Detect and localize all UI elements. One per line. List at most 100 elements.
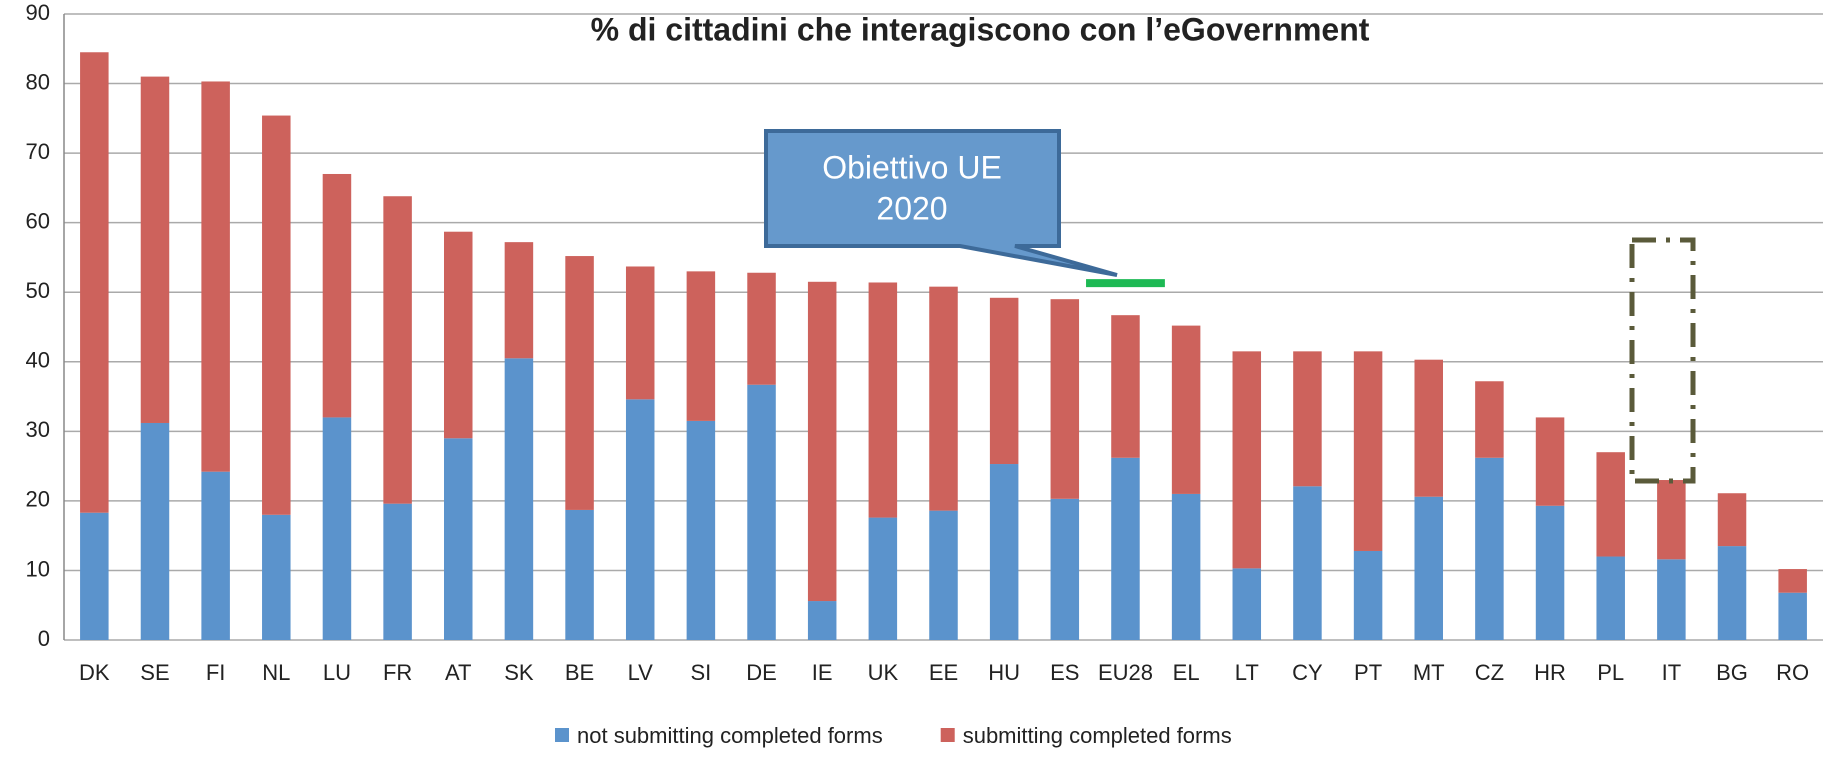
- x-tick-label: HU: [988, 660, 1020, 685]
- bar-segment: [1717, 493, 1747, 547]
- bar-segment: [868, 517, 898, 640]
- y-tick-label: 60: [26, 208, 50, 233]
- x-tick-label: DK: [79, 660, 110, 685]
- legend-label: submitting completed forms: [963, 723, 1232, 748]
- bar-segment: [929, 286, 958, 511]
- bar-segment: [80, 512, 109, 640]
- bar-segment: [989, 297, 1019, 465]
- y-tick-label: 40: [26, 348, 50, 373]
- bar-segment: [625, 266, 655, 400]
- y-tick-label: 70: [26, 139, 50, 164]
- x-tick-label: EE: [929, 660, 958, 685]
- bar-segment: [504, 358, 534, 640]
- legend-swatch: [940, 728, 955, 742]
- bar-segment: [1596, 556, 1625, 640]
- y-tick-label: 90: [26, 0, 50, 25]
- bar-segment: [686, 271, 716, 421]
- bar-segment: [686, 420, 716, 640]
- bar-segment: [565, 509, 594, 640]
- x-tick-label: LU: [323, 660, 351, 685]
- bar-segment: [1050, 498, 1080, 640]
- bar-segment: [1232, 568, 1262, 640]
- bar-segment: [929, 510, 958, 640]
- bar-segment: [1232, 351, 1262, 569]
- chart-title: % di cittadini che interagiscono con l’e…: [591, 11, 1370, 47]
- bar-segment: [444, 438, 473, 640]
- bar-segment: [807, 281, 837, 602]
- callout: Obiettivo UE 2020: [764, 129, 1118, 277]
- x-tick-label: MT: [1413, 660, 1445, 685]
- bar-segment: [807, 601, 837, 640]
- x-tick-label: PT: [1354, 660, 1382, 685]
- bar-segment: [747, 272, 776, 385]
- bar-segment: [1414, 496, 1443, 640]
- bar-segment: [1293, 486, 1322, 640]
- x-tick-label: PL: [1597, 660, 1624, 685]
- bar-segment: [140, 76, 170, 423]
- bar-segment: [1535, 505, 1565, 640]
- y-tick-label: 20: [26, 487, 50, 512]
- bar-segment: [868, 282, 898, 518]
- bar-segment: [1475, 381, 1504, 458]
- bar-segment: [201, 471, 230, 640]
- bar-segment: [1111, 315, 1140, 458]
- x-tick-label: DE: [746, 660, 777, 685]
- x-tick-label: EU28: [1098, 660, 1153, 685]
- x-tick-label: FR: [383, 660, 412, 685]
- bar-segment: [1717, 546, 1747, 640]
- x-tick-label: IT: [1662, 660, 1682, 685]
- bar-segment: [1778, 569, 1807, 593]
- bar-segment: [1171, 493, 1201, 640]
- bar-segment: [383, 196, 412, 504]
- bar-segment: [1050, 299, 1080, 499]
- highlight-box: [1629, 237, 1696, 484]
- bar-segment: [1535, 417, 1565, 506]
- callout-text: 2020: [876, 190, 947, 226]
- bar-segment: [262, 514, 291, 640]
- y-tick-label: 30: [26, 417, 50, 442]
- bar-segment: [201, 81, 230, 472]
- x-tick-label: IE: [812, 660, 833, 685]
- bar-segment: [1353, 550, 1383, 640]
- bar-segment: [1657, 480, 1686, 560]
- x-tick-label: ES: [1050, 660, 1079, 685]
- bar-segment: [1111, 457, 1140, 640]
- x-tick-label: SE: [140, 660, 169, 685]
- bar-segment: [1171, 325, 1201, 494]
- x-tick-label: EL: [1173, 660, 1200, 685]
- bar-segment: [80, 52, 109, 513]
- bar-segment: [140, 422, 170, 640]
- x-tick-label: UK: [868, 660, 899, 685]
- x-tick-label: CZ: [1475, 660, 1504, 685]
- x-tick-label: LV: [628, 660, 654, 685]
- bar-segment: [1353, 351, 1383, 551]
- x-tick-label: BG: [1716, 660, 1748, 685]
- x-tick-label: NL: [262, 660, 290, 685]
- bar-segment: [322, 173, 352, 418]
- x-tick-label: BE: [565, 660, 594, 685]
- bar-segment: [383, 503, 412, 640]
- bar-segment: [1475, 457, 1504, 640]
- bar-segment: [1596, 452, 1625, 557]
- bar-segment: [1778, 592, 1807, 640]
- x-tick-label: CY: [1292, 660, 1323, 685]
- y-tick-label: 10: [26, 556, 50, 581]
- bar-segment: [1293, 351, 1322, 487]
- y-tick-label: 0: [38, 626, 50, 651]
- bar-segment: [322, 417, 352, 640]
- legend-label: not submitting completed forms: [577, 723, 883, 748]
- x-tick-label: RO: [1776, 660, 1809, 685]
- bar-segment: [747, 384, 776, 640]
- legend-swatch: [555, 728, 569, 742]
- bar-segment: [504, 242, 534, 359]
- y-tick-label: 50: [26, 278, 50, 303]
- x-tick-label: FI: [206, 660, 226, 685]
- bars: [80, 52, 1807, 640]
- bar-segment: [565, 256, 594, 510]
- callout-box: [764, 129, 1118, 277]
- x-tick-label: SK: [504, 660, 534, 685]
- x-tick-label: SI: [690, 660, 711, 685]
- x-tick-label: LT: [1235, 660, 1259, 685]
- x-tick-label: AT: [445, 660, 471, 685]
